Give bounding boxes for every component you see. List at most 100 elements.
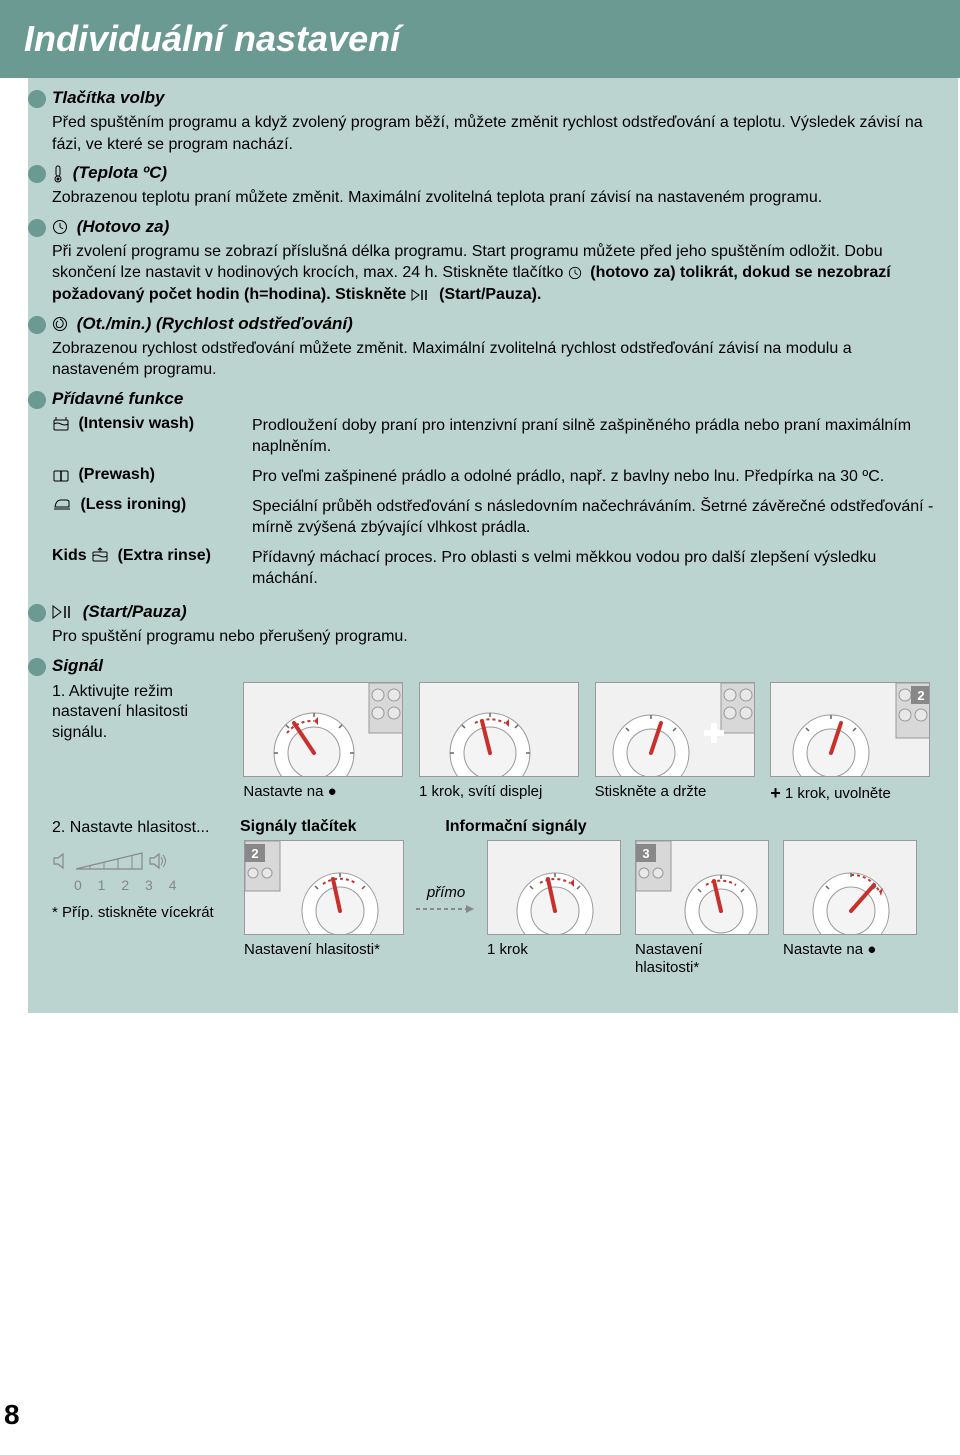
func-desc: Prodloužení doby praní pro intenzivní pr… xyxy=(252,413,934,464)
play-pause-icon xyxy=(52,604,74,620)
dial-caption: + 1 krok, uvolněte xyxy=(770,783,930,805)
dial-panel-7: 3 xyxy=(632,840,772,977)
section-temperature: (Teplota ºC) Zobrazenou teplotu praní mů… xyxy=(52,163,934,209)
signal-right-col: Signály tlačítek Informační signály 2 xyxy=(240,818,934,977)
less-ironing-icon xyxy=(52,497,72,511)
dial-panel-1: Nastavte na ● xyxy=(240,682,408,801)
signal-left-col: 2. Nastavte hlasitost... 0 1 2 3 4 * Pří… xyxy=(52,818,232,922)
section-buttons: Tlačítka volby Před spuštěním programu a… xyxy=(52,88,934,155)
section-title: Přídavné funkce xyxy=(52,389,934,409)
footnote: * Příp. stiskněte vícekrát xyxy=(52,903,232,923)
dial-graphic: 2 xyxy=(244,840,404,935)
intensive-wash-icon xyxy=(52,416,70,432)
signal-row-2: 2. Nastavte hlasitost... 0 1 2 3 4 * Pří… xyxy=(52,818,934,977)
dial-panel-8: Nastavte na ● xyxy=(780,840,920,959)
plus-icon: + xyxy=(770,783,781,803)
dial-caption: Stiskněte a držte xyxy=(595,783,755,801)
dial-panel-4: 2 + 1 krok, uvolněte xyxy=(766,682,934,805)
dial-graphic xyxy=(595,682,755,777)
clock-icon xyxy=(52,219,68,235)
section-start-pause: (Start/Pauza) Pro spuštění programu nebo… xyxy=(52,602,934,648)
table-row: (Less ironing) Speciální průběh odstřeďo… xyxy=(52,494,934,545)
sig-head-info: Informační signály xyxy=(416,818,616,836)
primo-label: přímo xyxy=(416,840,476,919)
section-title: (Start/Pauza) xyxy=(52,602,934,622)
section-title-text: (Start/Pauza) xyxy=(83,602,187,621)
dial-panel-2: 1 krok, svítí displej xyxy=(415,682,583,801)
content-panel: Tlačítka volby Před spuštěním programu a… xyxy=(28,78,958,1013)
func-label-text: (Prewash) xyxy=(78,466,154,483)
speaker-mute-icon xyxy=(52,852,70,870)
func-label: (Intensiv wash) xyxy=(52,413,252,464)
prewash-icon xyxy=(52,467,70,483)
signal-step-2: 2. Nastavte hlasitost... xyxy=(52,818,232,839)
signal-headers: Signály tlačítek Informační signály xyxy=(240,818,934,836)
page: Individuální nastavení Tlačítka volby Př… xyxy=(0,0,960,1455)
dial-graphic: 3 xyxy=(635,840,769,935)
func-desc: Speciální průběh odstřeďování s následov… xyxy=(252,494,934,545)
section-title-text: (Teplota ºC) xyxy=(73,163,167,182)
dial-panel-5: 2 xyxy=(240,840,408,959)
dashed-arrow-icon xyxy=(416,904,476,914)
svg-text:2: 2 xyxy=(251,846,258,861)
section-body: Zobrazenou rychlost odstřeďování můžete … xyxy=(52,338,934,381)
func-label: (Prewash) xyxy=(52,464,252,494)
dial-graphic xyxy=(419,682,579,777)
dial-caption: Nastavte na ● xyxy=(243,783,403,801)
section-ready-in: (Hotovo za) Při zvolení programu se zobr… xyxy=(52,217,934,306)
section-body: Před spuštěním programu a když zvolený p… xyxy=(52,112,934,155)
section-title: (Ot./min.) (Rychlost odstřeďování) xyxy=(52,314,934,334)
section-signal: Signál 1. Aktivujte režim nastavení hlas… xyxy=(52,656,934,978)
clock-icon xyxy=(568,266,582,280)
func-label: Kids (Extra rinse) xyxy=(52,545,252,596)
dial-panel-3: Stiskněte a držte xyxy=(591,682,759,801)
func-label-text: (Less ironing) xyxy=(80,496,186,513)
section-extra-functions: Přídavné funkce (Intensiv wash) Prodlouž… xyxy=(52,389,934,596)
bullet-icon xyxy=(28,219,46,237)
dial-row-2: 2 xyxy=(240,840,934,977)
section-title: Tlačítka volby xyxy=(52,88,934,108)
func-label: (Less ironing) xyxy=(52,494,252,545)
section-body: Pro spuštění programu nebo přerušený pro… xyxy=(52,626,934,648)
dial-caption: Nastavení hlasitosti* xyxy=(635,941,769,977)
dial-caption: Nastavení hlasitosti* xyxy=(244,941,404,959)
section-spin: (Ot./min.) (Rychlost odstřeďování) Zobra… xyxy=(52,314,934,381)
spin-icon xyxy=(52,316,68,332)
table-row: Kids (Extra rinse) Přídavný máchací proc… xyxy=(52,545,934,596)
page-number: 8 xyxy=(4,1399,20,1431)
extra-rinse-icon xyxy=(91,547,109,563)
dial-graphic xyxy=(783,840,917,935)
func-desc: Přídavný máchací proces. Pro oblasti s v… xyxy=(252,545,934,596)
section-title-text: (Hotovo za) xyxy=(77,217,170,236)
page-title: Individuální nastavení xyxy=(24,18,936,60)
play-pause-icon xyxy=(411,288,431,302)
signal-row-1: 1. Aktivujte režim nastavení hlasitosti … xyxy=(52,682,934,805)
svg-text:2: 2 xyxy=(918,688,925,703)
volume-scale xyxy=(52,851,232,871)
bullet-icon xyxy=(28,604,46,622)
dial-graphic: 2 xyxy=(770,682,930,777)
sig-head-btn: Signály tlačítek xyxy=(240,818,408,836)
dial-panel-6: 1 krok xyxy=(484,840,624,959)
dial-caption: 1 krok, svítí displej xyxy=(419,783,579,801)
caption-text: 1 krok, uvolněte xyxy=(785,784,891,801)
dial-caption: Nastavte na ● xyxy=(783,941,917,959)
speaker-loud-icon xyxy=(148,852,170,870)
func-label-text: (Extra rinse) xyxy=(118,547,211,564)
func-label-text: (Intensiv wash) xyxy=(78,415,194,432)
table-row: (Prewash) Pro veľmi zašpinené prádlo a o… xyxy=(52,464,934,494)
dial-caption: 1 krok xyxy=(487,941,621,959)
dial-graphic xyxy=(487,840,621,935)
body-part3: (Start/Pauza). xyxy=(439,286,541,303)
section-title-text: (Ot./min.) (Rychlost odstřeďování) xyxy=(77,314,353,333)
bullet-icon xyxy=(28,90,46,108)
func-label-prefix: Kids xyxy=(52,547,91,564)
section-title: Signál xyxy=(52,656,934,676)
func-desc: Pro veľmi zašpinené prádlo a odolné prád… xyxy=(252,464,934,494)
thermometer-icon xyxy=(52,165,64,183)
signal-step-1: 1. Aktivujte režim nastavení hlasitosti … xyxy=(52,682,232,744)
svg-text:3: 3 xyxy=(642,846,649,861)
functions-table: (Intensiv wash) Prodloužení doby praní p… xyxy=(52,413,934,596)
volume-numbers: 0 1 2 3 4 xyxy=(74,877,232,893)
section-title: (Hotovo za) xyxy=(52,217,934,237)
